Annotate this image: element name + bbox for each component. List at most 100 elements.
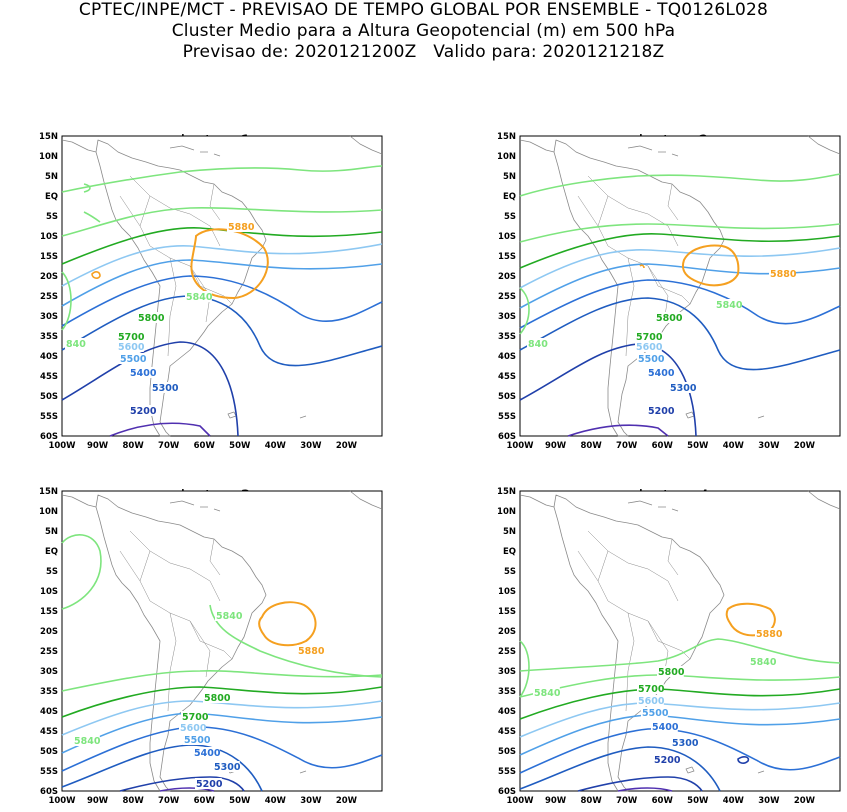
contour-label-bg <box>73 735 100 746</box>
lon-tick-label: 30W <box>300 441 322 451</box>
contour-label-5840: 5840 <box>716 300 743 311</box>
south-georgia <box>299 770 307 774</box>
lat-tick-label: 60S <box>498 432 516 442</box>
lat-tick-label: 20S <box>498 627 516 637</box>
contour-5840 <box>83 211 101 223</box>
lat-tick-label: EQ <box>503 192 516 202</box>
lat-tick-label: 10N <box>39 507 58 517</box>
contour-5840 <box>61 165 383 193</box>
lat-tick-label: 55S <box>498 412 516 422</box>
lon-tick-label: 70W <box>616 441 638 451</box>
lat-tick-label: 5N <box>503 172 516 182</box>
contour-label-5880: 5880 <box>756 629 783 640</box>
lon-tick-label: 80W <box>123 441 145 451</box>
contour-label-bg <box>749 656 776 667</box>
lat-tick-label: 35S <box>498 332 516 342</box>
contour-label-5300: 5300 <box>670 383 697 394</box>
contour-label-5600: 5600 <box>180 723 207 734</box>
lon-tick-label: 30W <box>758 796 780 806</box>
contour-5200 <box>61 341 239 437</box>
contour-label-5200: 5200 <box>130 406 157 417</box>
lat-tick-label: 30S <box>40 312 58 322</box>
plot-frame <box>61 135 383 437</box>
contour-label-bg <box>533 687 560 698</box>
lat-tick-label: 60S <box>498 787 516 797</box>
contour-5840 <box>519 638 841 672</box>
lat-tick-label: 15S <box>498 252 516 262</box>
contour-5880 <box>91 271 101 279</box>
lon-tick-label: 70W <box>616 796 638 806</box>
contour-5300 <box>519 297 841 371</box>
contour-5800 <box>61 669 383 692</box>
lat-tick-label: 20S <box>40 272 58 282</box>
contour-5400 <box>61 726 383 772</box>
contour-label-5880: 5880 <box>298 646 325 657</box>
africa-coast <box>807 490 841 510</box>
contour-label-bg <box>119 353 146 364</box>
contour-label-bg <box>669 382 696 393</box>
contour-label-bg <box>185 291 212 302</box>
lat-tick-label: 50S <box>40 747 58 757</box>
lon-tick-label: 90W <box>545 441 567 451</box>
lat-tick-label: 5S <box>504 567 516 577</box>
lon-tick-label: 100W <box>506 441 534 451</box>
lat-tick-label: 15S <box>40 607 58 617</box>
borders <box>119 530 233 712</box>
map-plot: 15N10N5NEQ5S10S15S20S25S30S35S40S45S50S5… <box>497 487 841 806</box>
lat-tick-label: 20S <box>498 272 516 282</box>
lat-tick-label: 60S <box>40 432 58 442</box>
lat-tick-label: 45S <box>40 372 58 382</box>
contour-label-bg <box>183 734 210 745</box>
lat-tick-label: 60S <box>40 787 58 797</box>
contour-label-bg <box>179 722 206 733</box>
contour-5400 <box>519 728 841 774</box>
lat-tick-label: 5S <box>46 212 58 222</box>
contour-label-5300: 5300 <box>152 383 179 394</box>
contour-5840 <box>83 183 91 193</box>
contour-5400 <box>61 275 383 327</box>
antilles <box>169 500 221 512</box>
contour-label-5200: 5200 <box>654 755 681 766</box>
lat-tick-label: 15N <box>39 487 58 497</box>
plot-frame <box>61 490 383 792</box>
lon-tick-label: 100W <box>506 796 534 806</box>
contour-5100 <box>567 424 669 437</box>
lat-tick-label: 10N <box>497 152 516 162</box>
lon-tick-label: 30W <box>758 441 780 451</box>
lat-tick-label: 45S <box>498 372 516 382</box>
lat-tick-label: 15S <box>40 252 58 262</box>
contour-label-bg <box>227 221 254 232</box>
lon-tick-label: 90W <box>545 796 567 806</box>
contour-label-bg <box>637 353 664 364</box>
lat-tick-label: EQ <box>45 547 58 557</box>
contour-label-5800: 5800 <box>656 313 683 324</box>
contour-label-bg <box>117 331 144 342</box>
contour-5300 <box>61 295 383 367</box>
lat-tick-label: 35S <box>40 687 58 697</box>
contour-label-5880: 5880 <box>770 269 797 280</box>
lon-tick-label: 20W <box>336 441 358 451</box>
lon-tick-label: 70W <box>158 441 180 451</box>
lon-tick-label: 40W <box>723 441 745 451</box>
contour-label-bg <box>657 666 684 677</box>
lat-tick-label: 5S <box>504 212 516 222</box>
africa-coast <box>807 135 841 155</box>
contour-5100 <box>617 787 673 792</box>
lat-tick-label: 10S <box>40 232 58 242</box>
lon-tick-label: 90W <box>87 441 109 451</box>
central-america-coast <box>61 139 97 153</box>
contour-5840 <box>519 640 530 698</box>
lat-tick-label: 25S <box>498 292 516 302</box>
contour-5800 <box>519 223 841 243</box>
lon-tick-label: 40W <box>265 796 287 806</box>
lat-tick-label: 30S <box>498 667 516 677</box>
lon-tick-label: 50W <box>687 796 709 806</box>
contour-label-5500: 5500 <box>120 354 147 365</box>
contour-label-bg <box>671 737 698 748</box>
lat-tick-labels: 15N 10N 5N EQ 5S 10S 15S 20S 25S 30S 35S 40S 45S 50S 5… <box>497 132 524 442</box>
contour-label-5400: 5400 <box>130 368 157 379</box>
contour-5100 <box>159 787 215 792</box>
lat-tick-labels: 15N 10N 5N EQ 5S 10S 15S 20S 25S 30S 35S 40S 45S 50S 5… <box>39 487 66 797</box>
lat-tick-label: 50S <box>498 747 516 757</box>
